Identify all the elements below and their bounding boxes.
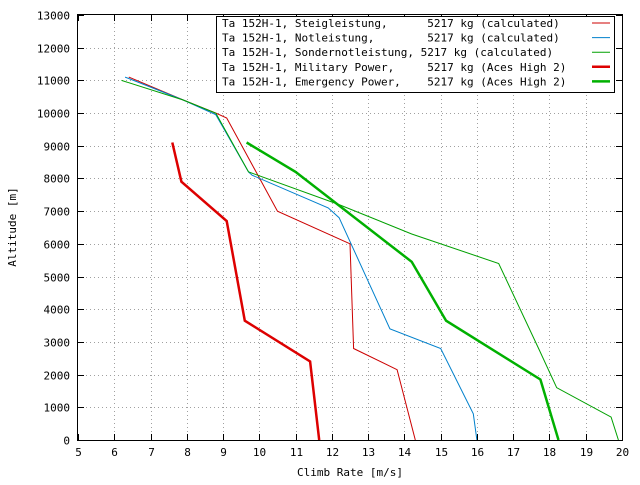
y-tick-label: 13000	[37, 10, 70, 23]
y-tick-label: 5000	[44, 272, 71, 285]
x-tick-label: 16	[471, 446, 484, 459]
legend-box	[216, 16, 615, 93]
tick-layer: 5 6 7 8 9 10 11 12 13 14 15 16 17 18 19 20 0 1000 2000 3000…	[37, 10, 629, 460]
x-tick-label: 14	[398, 446, 412, 459]
legend-label: Ta 152H-1, Emergency Power, 5217 kg (Ace…	[222, 75, 566, 88]
y-tick-label: 10000	[37, 108, 70, 121]
legend: Ta 152H-1, Steigleistung, 5217 kg (calcu…	[216, 16, 615, 93]
x-tick-label: 12	[326, 446, 339, 459]
y-axis-label: Altitude [m]	[6, 187, 19, 266]
y-tick-label: 0	[63, 435, 70, 448]
y-tick-label: 3000	[44, 337, 71, 350]
y-tick-label: 9000	[44, 141, 71, 154]
x-tick-label: 15	[435, 446, 448, 459]
x-tick-label: 5	[75, 446, 82, 459]
x-tick-label: 19	[580, 446, 593, 459]
series-line-2	[124, 76, 478, 441]
x-tick-label: 17	[507, 446, 520, 459]
y-tick-label: 8000	[44, 173, 71, 186]
y-tick-label: 1000	[44, 402, 71, 415]
series-layer	[121, 76, 619, 441]
x-tick-label: 20	[616, 446, 629, 459]
series-line-5	[245, 141, 560, 441]
y-tick-label: 6000	[44, 239, 71, 252]
legend-label: Ta 152H-1, Military Power, 5217 kg (Aces…	[222, 61, 566, 74]
y-tick-label: 4000	[44, 304, 71, 317]
series-line-1	[128, 76, 416, 441]
x-tick-label: 11	[290, 446, 303, 459]
x-tick-label: 7	[148, 446, 155, 459]
series-line-4	[171, 142, 321, 441]
x-axis-label: Climb Rate [m/s]	[297, 466, 403, 479]
legend-label: Ta 152H-1, Notleistung, 5217 kg (calcula…	[222, 32, 560, 45]
x-tick-label: 8	[184, 446, 191, 459]
x-tick-label: 10	[253, 446, 266, 459]
y-tick-label: 12000	[37, 43, 70, 56]
y-tick-label: 7000	[44, 206, 71, 219]
series-line-3	[121, 79, 619, 441]
x-tick-label: 9	[220, 446, 227, 459]
x-tick-label: 18	[543, 446, 556, 459]
plot-frame	[77, 14, 623, 441]
y-tick-label: 11000	[37, 75, 70, 88]
x-tick-label: 6	[111, 446, 118, 459]
legend-label: Ta 152H-1, Steigleistung, 5217 kg (calcu…	[222, 17, 560, 30]
y-tick-label: 2000	[44, 370, 71, 383]
legend-label: Ta 152H-1, Sondernotleistung, 5217 kg (c…	[222, 46, 553, 59]
x-tick-label: 13	[362, 446, 375, 459]
